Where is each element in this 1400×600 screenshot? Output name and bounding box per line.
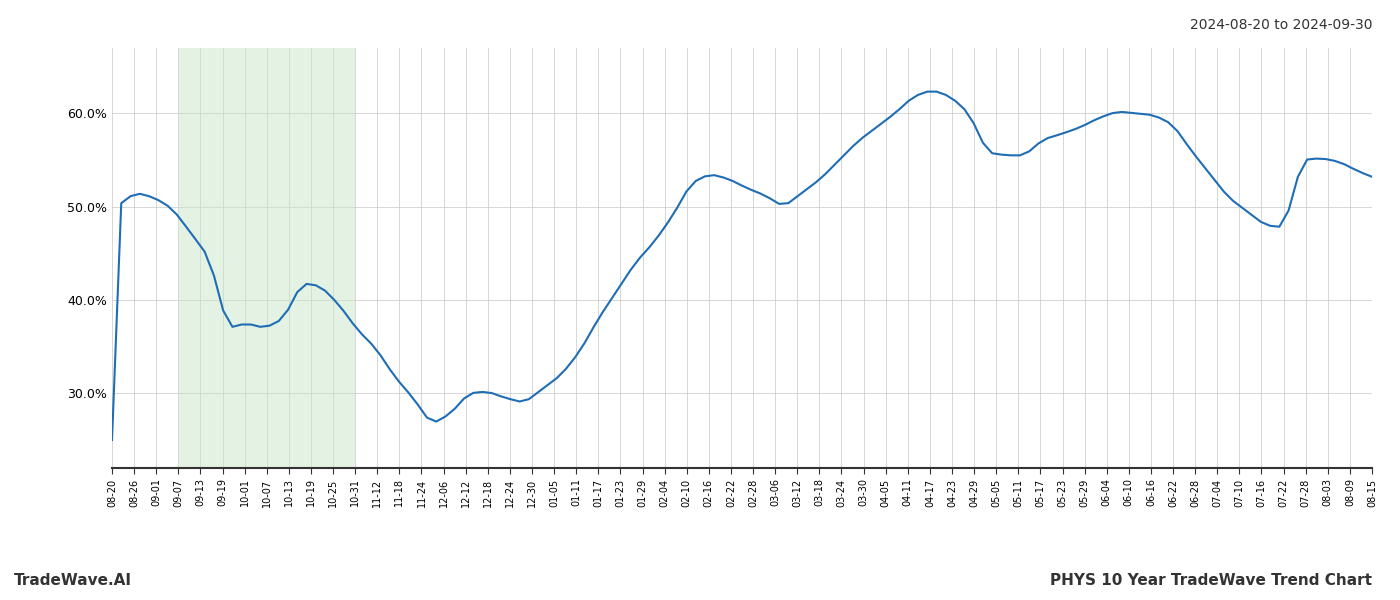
Bar — [178, 48, 356, 468]
Text: PHYS 10 Year TradeWave Trend Chart: PHYS 10 Year TradeWave Trend Chart — [1050, 573, 1372, 588]
Text: 2024-08-20 to 2024-09-30: 2024-08-20 to 2024-09-30 — [1190, 18, 1372, 32]
Text: TradeWave.AI: TradeWave.AI — [14, 573, 132, 588]
